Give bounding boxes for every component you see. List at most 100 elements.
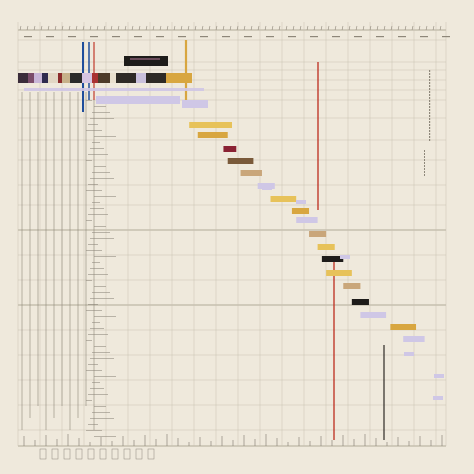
bottom-label-scribble xyxy=(135,448,143,460)
right-edge-mark xyxy=(429,121,431,123)
left-column-entry xyxy=(86,430,102,431)
small-mark xyxy=(404,352,414,356)
header-band-segment xyxy=(18,73,28,83)
top-scribble xyxy=(376,36,384,38)
left-column-entry xyxy=(90,298,114,299)
top-tick-mark xyxy=(19,25,22,31)
top-scribble xyxy=(354,36,362,38)
left-column-entry xyxy=(92,292,110,293)
top-tick-mark xyxy=(61,25,64,31)
left-column-entry xyxy=(88,184,98,185)
top-tick-mark xyxy=(68,25,71,31)
bottom-label-scribble xyxy=(99,448,107,460)
right-edge-mark xyxy=(429,91,431,93)
top-tick-mark xyxy=(418,25,421,31)
left-column-entry xyxy=(92,412,110,413)
header-band-segment xyxy=(34,73,42,83)
left-column-entry xyxy=(86,130,102,131)
lilac-bar xyxy=(182,100,208,108)
left-column-entry xyxy=(94,436,116,437)
left-column-entry xyxy=(92,202,100,203)
top-tick-mark xyxy=(47,25,50,31)
left-column-entry xyxy=(94,406,106,407)
schedule-bar xyxy=(240,170,262,176)
lilac-strip xyxy=(24,88,204,91)
left-column-entry xyxy=(88,154,108,155)
schedule-bar xyxy=(227,158,254,164)
top-tick-mark xyxy=(54,25,57,31)
right-edge-mark xyxy=(429,103,431,105)
right-edge-mark xyxy=(429,79,431,81)
top-scribble xyxy=(332,36,340,38)
right-edge-mark xyxy=(429,88,431,90)
top-tick-mark xyxy=(222,25,225,31)
top-tick-mark xyxy=(432,25,435,31)
header-band-segment xyxy=(110,73,116,83)
top-tick-mark xyxy=(425,25,428,31)
small-mark xyxy=(433,396,443,400)
left-column-entry xyxy=(92,142,100,143)
header-band-segment xyxy=(70,73,82,83)
left-column-entry xyxy=(88,124,98,125)
schedule-bar xyxy=(351,299,369,305)
top-tick-mark xyxy=(292,25,295,31)
right-edge-mark xyxy=(429,118,431,120)
bottom-label-scribble xyxy=(63,448,71,460)
left-column-entry xyxy=(88,274,108,275)
header-band-segment xyxy=(48,73,58,83)
top-tick-mark xyxy=(173,25,176,31)
top-scribble xyxy=(420,36,428,38)
right-edge-mark xyxy=(429,133,431,135)
right-edge-mark xyxy=(424,159,425,161)
top-tick-mark xyxy=(404,25,407,31)
left-column-entry xyxy=(86,310,102,311)
left-column-entry xyxy=(92,382,100,383)
top-tick-mark xyxy=(369,25,372,31)
top-tick-mark xyxy=(355,25,358,31)
schedule-bar xyxy=(321,256,344,262)
left-column-entry xyxy=(94,136,116,137)
top-tick-mark xyxy=(152,25,155,31)
top-scribble xyxy=(398,36,406,38)
header-band-segment xyxy=(166,73,192,83)
left-column-entry xyxy=(90,418,114,419)
top-tick-mark xyxy=(243,25,246,31)
left-column-entry xyxy=(88,424,98,425)
left-column-entry xyxy=(86,160,92,161)
schedule-bar xyxy=(223,146,237,152)
schedule-bar xyxy=(360,312,387,318)
left-column-entry xyxy=(94,196,116,197)
top-tick-mark xyxy=(397,25,400,31)
top-tick-mark xyxy=(320,25,323,31)
right-edge-mark xyxy=(429,115,431,117)
right-edge-mark xyxy=(424,171,425,173)
schedule-bar xyxy=(326,270,352,276)
top-tick-mark xyxy=(271,25,274,31)
top-tick-mark xyxy=(103,25,106,31)
bars-layer xyxy=(18,56,444,400)
top-tick-mark xyxy=(327,25,330,31)
top-tick-mark xyxy=(180,25,183,31)
left-column-entry xyxy=(94,106,106,107)
left-column-entry xyxy=(90,268,104,269)
right-edge-mark xyxy=(429,127,431,129)
top-tick-mark xyxy=(257,25,260,31)
left-column-entry xyxy=(86,250,102,251)
left-column-entry xyxy=(86,400,92,401)
top-tick-mark xyxy=(376,25,379,31)
bottom-label-scribble xyxy=(123,448,131,460)
top-tick-mark xyxy=(390,25,393,31)
right-edge-mark xyxy=(429,139,431,141)
left-column-entry xyxy=(92,232,110,233)
top-scribble xyxy=(156,36,164,38)
left-column-entry xyxy=(90,388,104,389)
top-scribble xyxy=(134,36,142,38)
header-block xyxy=(124,56,168,66)
left-column-entry xyxy=(92,262,100,263)
left-column-entry xyxy=(90,358,114,359)
schedule-bar xyxy=(291,208,310,214)
bottom-label-scribble xyxy=(39,448,47,460)
right-edge-mark xyxy=(424,156,425,158)
top-scribble xyxy=(178,36,186,38)
top-tick-mark xyxy=(264,25,267,31)
